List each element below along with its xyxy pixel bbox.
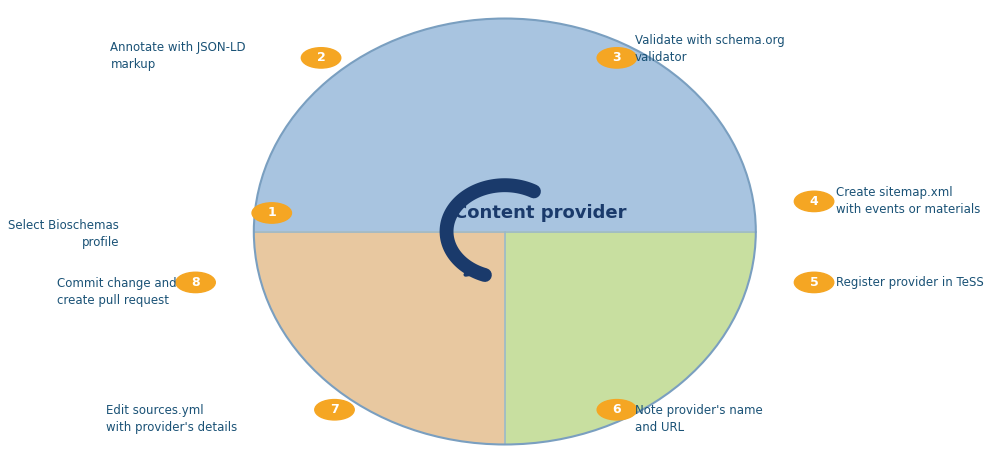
- Circle shape: [252, 203, 291, 223]
- Text: Register provider in TeSS: Register provider in TeSS: [836, 276, 984, 289]
- Text: 5: 5: [810, 276, 818, 289]
- PathPatch shape: [254, 19, 756, 232]
- PathPatch shape: [505, 232, 756, 444]
- Text: Select Bioschemas
profile: Select Bioschemas profile: [8, 219, 119, 249]
- Text: 7: 7: [330, 403, 339, 416]
- Circle shape: [315, 400, 354, 420]
- Text: Edit sources.yml
with provider's details: Edit sources.yml with provider's details: [106, 404, 237, 434]
- PathPatch shape: [254, 232, 505, 444]
- Text: 2: 2: [317, 51, 325, 64]
- Text: 4: 4: [810, 195, 818, 208]
- Text: Content provider: Content provider: [454, 204, 627, 222]
- Text: Annotate with JSON-LD
markup: Annotate with JSON-LD markup: [110, 41, 246, 70]
- Circle shape: [597, 48, 637, 68]
- Text: 6: 6: [613, 403, 621, 416]
- Circle shape: [301, 48, 341, 68]
- Text: 3: 3: [613, 51, 621, 64]
- Text: Commit change and
create pull request: Commit change and create pull request: [57, 277, 176, 307]
- Text: 1: 1: [267, 206, 276, 219]
- Text: Create sitemap.xml
with events or materials: Create sitemap.xml with events or materi…: [836, 187, 981, 216]
- Circle shape: [794, 272, 834, 293]
- Circle shape: [597, 400, 637, 420]
- Circle shape: [794, 191, 834, 212]
- Text: Note provider's name
and URL: Note provider's name and URL: [635, 404, 763, 434]
- Text: 8: 8: [191, 276, 200, 289]
- Circle shape: [176, 272, 215, 293]
- Text: Validate with schema.org
validator: Validate with schema.org validator: [635, 34, 785, 63]
